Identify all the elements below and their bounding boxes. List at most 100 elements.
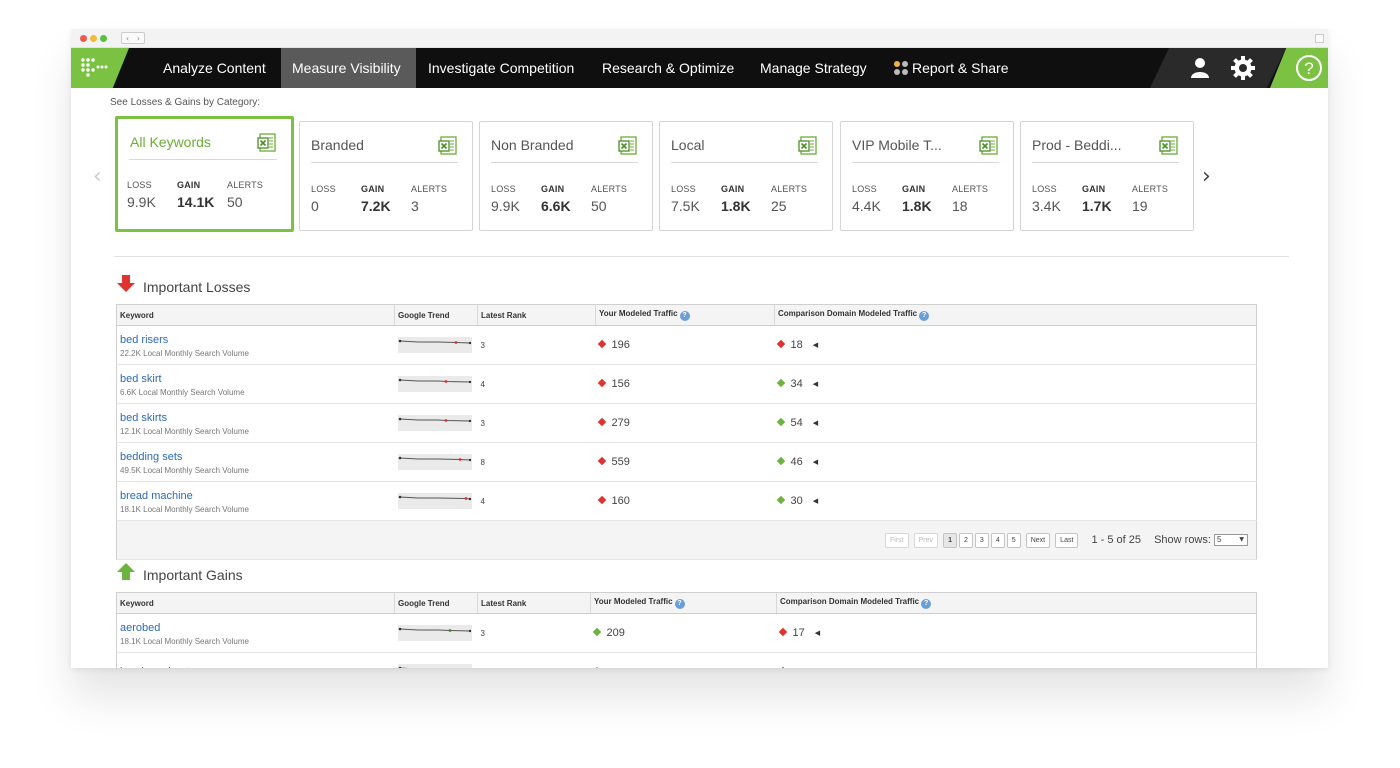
pager-page-button[interactable]: 3 — [974, 532, 989, 548]
user-icon[interactable] — [1188, 48, 1212, 88]
show-rows-select[interactable]: 5 ▼ — [1214, 534, 1248, 546]
nav-manage-strategy[interactable]: Manage Strategy — [760, 60, 867, 76]
alerts-value: 25 — [771, 198, 787, 214]
dropdown-arrow-icon: ▼ — [1239, 536, 1244, 543]
app-window: ‹ › Analyze Content Measure Visibility In… — [71, 29, 1328, 668]
col-keyword[interactable]: Keyword — [116, 592, 395, 614]
search-volume: 22.2K Local Monthly Search Volume — [120, 349, 249, 358]
keyword-cell: bamboo sheets — [116, 652, 395, 669]
nav-investigate-competition[interactable]: Investigate Competition — [428, 60, 575, 76]
main-content: See Losses & Gains by Category: ‹ All Ke… — [71, 88, 1328, 668]
report-grid-icon — [894, 61, 908, 75]
traffic-cell: 209 — [590, 613, 777, 653]
gear-icon[interactable] — [1229, 48, 1257, 88]
pager-last-button[interactable]: Last — [1055, 532, 1079, 548]
pager-page-button[interactable]: 5 — [1006, 532, 1021, 548]
keyword-link[interactable]: bread machine — [120, 490, 193, 502]
nav-research-optimize[interactable]: Research & Optimize — [602, 60, 735, 76]
expand-caret-icon[interactable]: ◀ — [812, 419, 819, 427]
help-icon[interactable]: ? — [1294, 48, 1324, 88]
card-title: Local — [671, 137, 705, 153]
col-keyword[interactable]: Keyword — [116, 304, 395, 326]
forward-icon[interactable]: › — [136, 33, 141, 43]
info-icon[interactable]: ? — [921, 599, 932, 609]
expand-caret-icon[interactable]: ◀ — [814, 629, 821, 637]
category-card[interactable]: Prod - Beddi... LOSS GAIN ALERTS 3.4K 1.7K 19 — [1020, 121, 1194, 231]
col-your-traffic[interactable]: Your Modeled Traffic? — [590, 592, 777, 614]
trend-cell — [394, 403, 478, 443]
comparison-traffic-value: 46 — [790, 456, 803, 468]
expand-caret-icon[interactable]: ◀ — [812, 341, 819, 349]
keyword-link[interactable]: bed skirts — [120, 412, 168, 424]
loss-label: LOSS — [671, 184, 696, 194]
keyword-link[interactable]: bed risers — [120, 334, 169, 346]
traffic-up-icon — [776, 456, 785, 466]
col-latest-rank[interactable]: Latest Rank — [477, 304, 596, 326]
traffic-up-icon — [592, 666, 601, 668]
col-latest-rank[interactable]: Latest Rank — [477, 592, 591, 614]
search-volume: 6.6K Local Monthly Search Volume — [120, 388, 245, 397]
card-title: All Keywords — [130, 134, 211, 150]
pager-next-button[interactable]: Next — [1025, 532, 1051, 548]
rank-cell: 3 — [477, 613, 591, 653]
col-google-trend[interactable]: Google Trend — [394, 304, 478, 326]
history-nav-buttons[interactable]: ‹ › — [121, 32, 145, 44]
traffic-down-icon — [597, 378, 606, 388]
pager-page-button[interactable]: 4 — [990, 532, 1005, 548]
category-label: See Losses & Gains by Category: — [110, 97, 261, 108]
pager-first-button[interactable]: First — [884, 532, 909, 548]
fullscreen-button[interactable] — [1315, 34, 1324, 43]
carousel-next-icon[interactable]: › — [1202, 164, 1211, 189]
expand-caret-icon[interactable]: ◀ — [812, 497, 819, 505]
col-your-traffic[interactable]: Your Modeled Traffic? — [595, 304, 775, 326]
losses-section-heading: Important Losses — [117, 275, 250, 296]
close-window-button[interactable] — [80, 35, 87, 42]
excel-export-icon[interactable] — [257, 133, 277, 153]
col-google-trend[interactable]: Google Trend — [394, 592, 478, 614]
card-divider — [491, 162, 638, 163]
logo[interactable] — [71, 48, 129, 88]
rank-cell: 8 — [477, 442, 596, 482]
info-icon[interactable]: ? — [679, 311, 690, 321]
excel-export-icon[interactable] — [1159, 136, 1179, 156]
pager-page-button[interactable]: 1 — [943, 532, 958, 548]
expand-caret-icon[interactable]: ◀ — [812, 380, 819, 388]
keyword-link[interactable]: bedding sets — [120, 451, 183, 463]
traffic-cell: 160 — [595, 481, 775, 521]
trend-sparkline — [398, 627, 471, 633]
excel-export-icon[interactable] — [438, 136, 458, 156]
category-card[interactable]: Branded LOSS GAIN ALERTS 0 7.2K 3 — [299, 121, 473, 231]
excel-export-icon[interactable] — [979, 136, 999, 156]
category-card[interactable]: VIP Mobile T... LOSS GAIN ALERTS 4.4K 1.8K 18 — [840, 121, 1014, 231]
traffic-cell: 559 — [595, 442, 775, 482]
keyword-link[interactable]: aerobed — [120, 622, 161, 634]
excel-export-icon[interactable] — [798, 136, 818, 156]
show-rows-label: Show rows: — [1154, 534, 1211, 546]
info-icon[interactable]: ? — [674, 599, 685, 609]
col-comparison-traffic[interactable]: Comparison Domain Modeled Traffic? — [774, 304, 1257, 326]
category-card[interactable]: All Keywords LOSS GAIN ALERTS 9.9K 14.1K 50 — [115, 116, 294, 232]
category-card[interactable]: Non Branded LOSS GAIN ALERTS 9.9K 6.6K 50 — [479, 121, 653, 231]
maximize-window-button[interactable] — [100, 35, 107, 42]
window-titlebar: ‹ › — [71, 29, 1328, 48]
nav-report-share[interactable]: Report & Share — [894, 48, 1009, 88]
pager-page-button[interactable]: 2 — [959, 532, 973, 548]
minimize-window-button[interactable] — [90, 35, 97, 42]
rank-cell: 3 — [477, 403, 596, 443]
carousel-prev-icon[interactable]: ‹ — [93, 164, 102, 189]
info-icon[interactable]: ? — [919, 311, 930, 321]
alerts-label: ALERTS — [952, 184, 989, 194]
nav-analyze-content[interactable]: Analyze Content — [163, 60, 266, 76]
comparison-traffic-cell: 54 ◀ — [774, 403, 1257, 443]
gain-label: GAIN — [177, 180, 201, 190]
expand-caret-icon[interactable]: ◀ — [812, 458, 819, 466]
excel-export-icon[interactable] — [618, 136, 638, 156]
keyword-link[interactable]: bamboo sheets — [120, 666, 395, 669]
col-comparison-traffic[interactable]: Comparison Domain Modeled Traffic? — [776, 592, 1257, 614]
back-icon[interactable]: ‹ — [125, 33, 130, 43]
nav-measure-visibility[interactable]: Measure Visibility — [281, 48, 416, 88]
pager-prev-button[interactable]: Prev — [913, 532, 939, 548]
keyword-link[interactable]: bed skirt — [120, 373, 162, 385]
category-card[interactable]: Local LOSS GAIN ALERTS 7.5K 1.8K 25 — [659, 121, 833, 231]
